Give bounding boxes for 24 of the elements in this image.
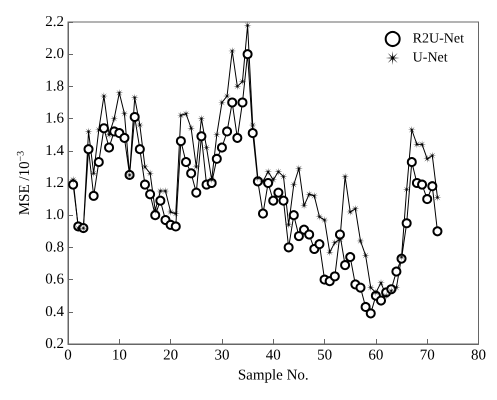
y-tick-label: 1.6: [45, 110, 64, 127]
y-tick-label: 1.4: [45, 142, 64, 159]
y-tick-label: 0.8: [45, 239, 64, 256]
x-tick-label: 0: [64, 348, 72, 364]
y-tick-label: 2.0: [45, 46, 64, 62]
x-tick-label: 70: [420, 348, 435, 364]
y-tick-label: 0.2: [45, 336, 64, 352]
x-axis-title: Sample No.: [238, 367, 309, 384]
x-tick-label: 50: [317, 348, 332, 364]
y-tick-label: 2.2: [45, 14, 64, 30]
x-tick-label: 10: [112, 348, 127, 364]
y-tick-label: 0.6: [45, 272, 64, 288]
x-tick-label: 60: [368, 348, 384, 364]
y-axis-title: MSE /10−3: [16, 150, 33, 216]
y-tick-label: 0.4: [45, 304, 64, 320]
legend-label: R2U-Net: [412, 32, 464, 46]
x-tick-label: 30: [214, 348, 230, 364]
legend-label: U-Net: [412, 50, 448, 66]
x-tick-label: 20: [163, 348, 178, 364]
y-tick-label: 1.2: [45, 175, 64, 191]
x-tick-label: 40: [266, 348, 281, 364]
x-tick-label: 80: [471, 348, 486, 364]
y-tick-label: 1.0: [45, 207, 64, 224]
y-tick-label: 1.8: [45, 78, 64, 94]
